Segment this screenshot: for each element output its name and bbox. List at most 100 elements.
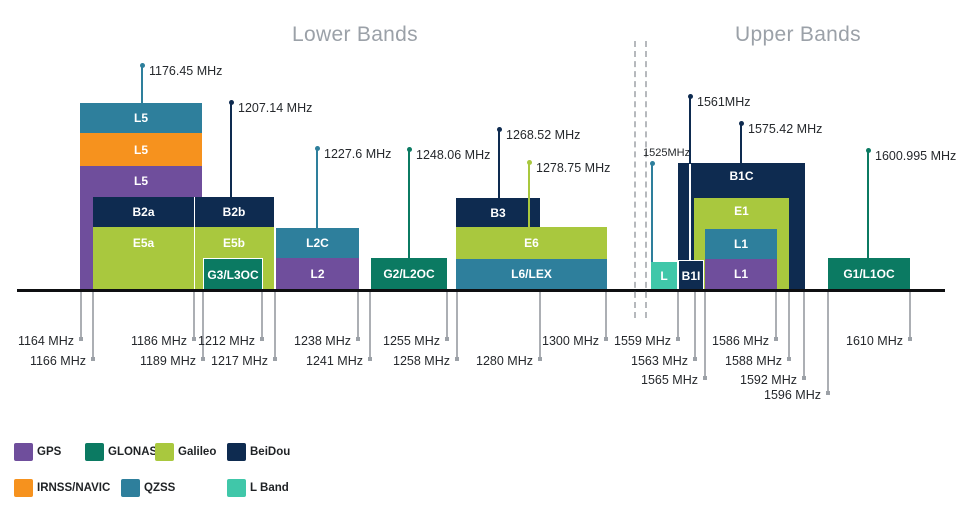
tick-line-1186-mhz: [193, 292, 195, 339]
tick-line-1280-mhz: [539, 292, 541, 359]
tick-label-1189-mhz: 1189 MHz: [139, 354, 196, 368]
band-break-divider: [645, 41, 647, 318]
tick-line-1596-mhz: [827, 292, 829, 393]
band-label: B2a: [132, 205, 155, 219]
marker-line-1561mhz-inner: [689, 164, 691, 260]
tick-label-1565-mhz: 1565 MHz: [641, 373, 698, 387]
band-label: B3: [490, 205, 506, 220]
marker-line-1268-52-mhz: [498, 129, 500, 198]
tick-label-1166-mhz: 1166 MHz: [29, 354, 86, 368]
tick-line-1238-mhz: [357, 292, 359, 339]
marker-label-1268-52-mhz: 1268.52 MHz: [506, 128, 581, 142]
legend-label-gps: GPS: [37, 446, 62, 458]
tick-line-1217-mhz: [274, 292, 276, 359]
band-l5-irnss: L5: [80, 133, 202, 166]
tick-line-1588-mhz: [788, 292, 790, 359]
band-break-divider: [634, 41, 636, 318]
band-label: B1C: [729, 169, 754, 183]
tick-label-1563-mhz: 1563 MHz: [631, 354, 688, 368]
marker-dot-1600-995-mhz: [865, 147, 871, 153]
band-l2c-qzss: L2C: [275, 228, 359, 258]
band-l-lband: L: [651, 262, 677, 289]
band-label: G2/L2OC: [383, 266, 435, 281]
tick-dot-1563-mhz: [693, 357, 697, 361]
legend-swatch-galileo: [155, 443, 174, 461]
band-e5a-galileo: E5a: [93, 227, 194, 289]
band-label: E1: [734, 204, 749, 218]
tick-line-1212-mhz: [261, 292, 263, 339]
marker-label-1525mhz: 1525MHz: [643, 147, 691, 159]
marker-line-1176-45-mhz: [141, 65, 143, 103]
tick-dot-1565-mhz: [703, 376, 707, 380]
tick-dot-1189-mhz: [201, 357, 205, 361]
tick-label-1255-mhz: 1255 MHz: [383, 334, 440, 348]
band-e6-galileo: E6: [456, 227, 607, 259]
tick-dot-1217-mhz: [273, 357, 277, 361]
tick-line-1563-mhz: [694, 292, 696, 359]
band-l5-qzss: L5: [80, 103, 202, 133]
tick-dot-1241-mhz: [368, 357, 372, 361]
band-b3-beidou: B3: [456, 198, 540, 227]
band-label: L5: [133, 174, 148, 188]
tick-dot-1238-mhz: [356, 337, 360, 341]
tick-line-1300-mhz: [605, 292, 607, 339]
legend-swatch-irnss-navic: [14, 479, 33, 497]
tick-label-1241-mhz: 1241 MHz: [306, 354, 363, 368]
tick-label-1164-mhz: 1164 MHz: [17, 334, 74, 348]
band-label: L1: [733, 237, 748, 251]
marker-dot-1227-6-mhz: [314, 145, 320, 151]
marker-line-1575-42-mhz: [740, 123, 742, 163]
marker-dot-1278-75-mhz: [526, 159, 532, 165]
tick-line-1164-mhz: [80, 292, 82, 339]
marker-dot-1561mhz: [687, 93, 693, 99]
tick-label-1588-mhz: 1588 MHz: [725, 354, 782, 368]
marker-dot-1207-14-mhz: [228, 99, 234, 105]
marker-line-1525mhz: [651, 163, 653, 262]
band-l1-gps: L1: [705, 259, 777, 289]
marker-dot-1248-06-mhz: [406, 146, 412, 152]
marker-line-1561mhz: [689, 96, 691, 164]
tick-dot-1186-mhz: [192, 337, 196, 341]
tick-line-1559-mhz: [677, 292, 679, 339]
band-label: L: [660, 268, 668, 283]
legend-swatch-beidou: [227, 443, 246, 461]
tick-dot-1610-mhz: [908, 337, 912, 341]
tick-line-1166-mhz: [92, 292, 94, 359]
band-label: G1/L1OC: [843, 266, 895, 281]
band-g1-l1oc-glonass: G1/L1OC: [828, 258, 910, 289]
tick-line-1592-mhz: [803, 292, 805, 378]
marker-label-1176-45-mhz: 1176.45 MHz: [149, 64, 223, 78]
tick-dot-1258-mhz: [455, 357, 459, 361]
marker-dot-1268-52-mhz: [496, 126, 502, 132]
tick-line-1258-mhz: [456, 292, 458, 359]
tick-label-1217-mhz: 1217 MHz: [211, 354, 268, 368]
marker-line-1278-75-mhz: [528, 162, 530, 227]
tick-label-1258-mhz: 1258 MHz: [393, 354, 450, 368]
marker-dot-1176-45-mhz: [139, 62, 145, 68]
band-b1i-beidou: B1I: [678, 260, 704, 289]
legend-label-galileo: Galileo: [178, 446, 217, 458]
tick-label-1280-mhz: 1280 MHz: [476, 354, 533, 368]
band-b2a-beidou: B2a: [93, 197, 194, 227]
band-label: B1I: [681, 268, 701, 283]
band-label: L6/LEX: [511, 267, 552, 281]
band-b2b-beidou: B2b: [194, 197, 274, 227]
band-g2-l2oc-glonass: G2/L2OC: [371, 258, 447, 289]
tick-line-1255-mhz: [446, 292, 448, 339]
band-label: L2: [310, 266, 325, 281]
band-label: E6: [524, 236, 539, 250]
tick-line-1241-mhz: [369, 292, 371, 359]
legend-label-beidou: BeiDou: [250, 446, 291, 458]
tick-label-1300-mhz: 1300 MHz: [542, 334, 599, 348]
tick-label-1186-mhz: 1186 MHz: [130, 334, 187, 348]
band-l2-gps: L2: [275, 258, 359, 289]
frequency-axis: [17, 289, 945, 292]
band-g3-l3oc-glonass: G3/L3OC: [203, 258, 263, 289]
tick-dot-1212-mhz: [260, 337, 264, 341]
legend-label-irnss-navic: IRNSS/NAVIC: [37, 482, 111, 494]
marker-label-1600-995-mhz: 1600.995 MHz: [875, 149, 957, 163]
tick-label-1586-mhz: 1586 MHz: [712, 334, 769, 348]
tick-line-1586-mhz: [775, 292, 777, 339]
legend-swatch-l-band: [227, 479, 246, 497]
marker-line-1600-995-mhz: [867, 150, 869, 258]
